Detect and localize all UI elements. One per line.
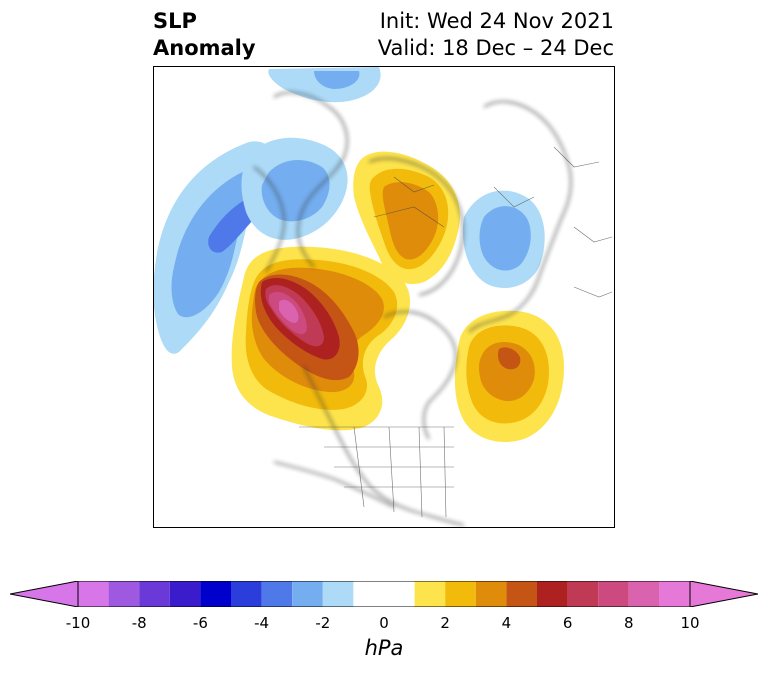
colorbar-segment bbox=[78, 581, 109, 607]
arctic-positive-anomaly bbox=[353, 151, 460, 285]
anomaly-map bbox=[154, 67, 613, 526]
map-title: SLP Anomaly bbox=[153, 8, 256, 62]
colorbar-tick-label: 2 bbox=[440, 614, 450, 632]
colorbar-segment bbox=[628, 581, 660, 607]
colorbar-segment bbox=[169, 581, 201, 607]
colorbar-under-outline bbox=[10, 581, 79, 607]
colorbar-outline bbox=[77, 581, 691, 607]
colorbar-segment bbox=[353, 581, 415, 607]
colorbar-segment bbox=[567, 581, 599, 607]
colorbar-tick-label: 8 bbox=[624, 614, 634, 632]
colorbar-segment bbox=[537, 581, 568, 607]
colorbar-tick-label: -8 bbox=[131, 614, 147, 632]
colorbar-over-arrow bbox=[690, 581, 758, 607]
colorbar-tick-label: -10 bbox=[65, 614, 91, 632]
init-date: Init: Wed 24 Nov 2021 bbox=[379, 9, 614, 33]
colorbar-segment bbox=[108, 581, 140, 607]
colorbar-segment bbox=[322, 581, 354, 607]
east-negative-anomaly bbox=[462, 190, 545, 288]
anomaly-label: Anomaly bbox=[153, 36, 256, 60]
colorbar-segments bbox=[78, 581, 690, 607]
colorbar-tick-label: 0 bbox=[379, 614, 389, 632]
colorbar-under-arrow bbox=[10, 581, 78, 607]
colorbar-segment bbox=[659, 581, 690, 607]
colorbar-tick-label: -2 bbox=[315, 614, 331, 632]
europe-negative-anomaly bbox=[241, 137, 348, 240]
coastlines bbox=[253, 91, 572, 526]
colorbar-over-outline bbox=[689, 581, 758, 607]
colorbar-tick-label: 6 bbox=[562, 614, 573, 632]
colorbar-segment bbox=[139, 581, 170, 607]
valid-range: Valid: 18 Dec – 24 Dec bbox=[377, 36, 614, 60]
atlantic-positive-anomaly bbox=[454, 310, 564, 443]
alaska-positive-anomaly bbox=[231, 246, 411, 431]
colorbar-tick-label: 10 bbox=[680, 614, 700, 632]
colorbar-segment bbox=[200, 581, 231, 607]
colorbar-segment bbox=[414, 581, 446, 607]
variable-label: SLP bbox=[153, 9, 197, 33]
colorbar-tick-label: -4 bbox=[254, 614, 270, 632]
colorbar bbox=[10, 581, 758, 607]
colorbar-segment bbox=[598, 581, 629, 607]
map-panel bbox=[153, 66, 615, 528]
siberia-negative-anomaly bbox=[268, 67, 381, 103]
colorbar-tick-label: -6 bbox=[192, 614, 208, 632]
colorbar-segment bbox=[475, 581, 507, 607]
colorbar-segment bbox=[445, 581, 476, 607]
colorbar-tick-label: 4 bbox=[501, 614, 512, 632]
colorbar-segment bbox=[231, 581, 262, 607]
borders bbox=[299, 146, 613, 518]
colorbar-segment bbox=[261, 581, 293, 607]
colorbar-segment bbox=[506, 581, 537, 607]
units-label: hPa bbox=[364, 636, 404, 660]
colorbar-segment bbox=[292, 581, 323, 607]
date-info: Init: Wed 24 Nov 2021 Valid: 18 Dec – 24… bbox=[378, 8, 614, 62]
